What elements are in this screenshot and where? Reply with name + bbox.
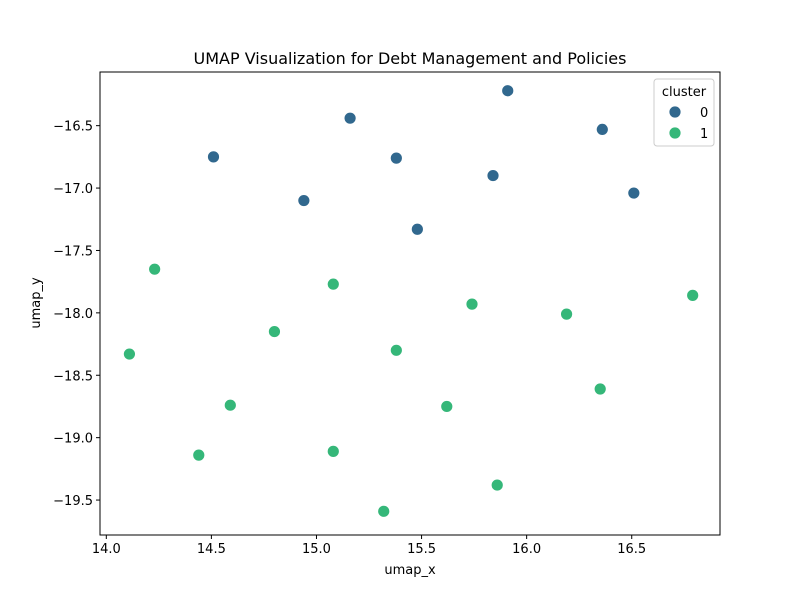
data-point-cluster-1 — [560, 307, 573, 321]
data-point-cluster-0 — [627, 186, 641, 200]
y-tick-label: −16.5 — [53, 120, 93, 135]
legend-title: cluster — [662, 85, 707, 100]
x-tick-label: 14.5 — [197, 542, 226, 557]
legend-marker-cluster-0 — [668, 105, 682, 119]
x-tick-label: 15.0 — [302, 542, 331, 557]
data-point-cluster-1 — [686, 288, 700, 302]
data-point-cluster-1 — [326, 444, 340, 458]
data-point-cluster-1 — [440, 400, 454, 413]
data-point-cluster-1 — [268, 325, 281, 338]
x-tick-label: 16.5 — [617, 542, 646, 557]
y-tick-label: −17.5 — [53, 244, 93, 259]
data-point-cluster-0 — [389, 151, 403, 165]
data-point-cluster-1 — [223, 398, 237, 412]
legend-box — [653, 78, 715, 147]
x-axis-ticks: 14.0 14.5 15.0 15.5 16.0 16.5 — [92, 535, 646, 557]
data-point-cluster-1 — [389, 343, 403, 357]
x-axis-label: umap_x — [384, 563, 436, 578]
data-point-cluster-1 — [326, 277, 340, 291]
data-point-cluster-0 — [343, 111, 357, 125]
y-tick-label: −17.0 — [53, 182, 93, 197]
y-tick-label: −18.5 — [53, 369, 93, 384]
data-point-cluster-1 — [465, 297, 479, 311]
y-tick-label: −19.0 — [53, 432, 93, 447]
legend-marker-cluster-1 — [668, 126, 682, 140]
legend-label-cluster-1: 1 — [700, 127, 708, 142]
data-point-cluster-0 — [207, 150, 220, 164]
data-point-cluster-0 — [486, 169, 500, 182]
x-tick-label: 16.0 — [512, 542, 541, 557]
x-tick-label: 14.0 — [92, 542, 121, 557]
data-point-cluster-0 — [501, 84, 515, 98]
y-axis-label: umap_y — [29, 277, 44, 329]
data-point-cluster-0 — [595, 123, 609, 136]
y-tick-label: −18.0 — [53, 307, 93, 322]
data-point-cluster-1 — [490, 478, 504, 492]
data-point-cluster-1 — [192, 448, 206, 462]
y-tick-label: −19.5 — [53, 494, 93, 509]
data-point-cluster-1 — [123, 347, 136, 361]
x-tick-label: 15.5 — [407, 542, 436, 557]
plot-frame — [99, 71, 721, 536]
data-point-cluster-1 — [593, 382, 607, 396]
y-axis-ticks: −16.5 −17.0 −17.5 −18.0 −18.5 −19.0 −19.5 — [53, 120, 100, 509]
chart-title: UMAP Visualization for Debt Management a… — [194, 49, 627, 68]
data-points — [123, 84, 700, 518]
data-point-cluster-1 — [377, 504, 391, 518]
data-point-cluster-0 — [410, 222, 424, 236]
data-point-cluster-0 — [297, 194, 311, 207]
legend-label-cluster-0: 0 — [700, 106, 708, 121]
legend: cluster 0 1 — [653, 78, 715, 147]
data-point-cluster-1 — [148, 262, 162, 276]
